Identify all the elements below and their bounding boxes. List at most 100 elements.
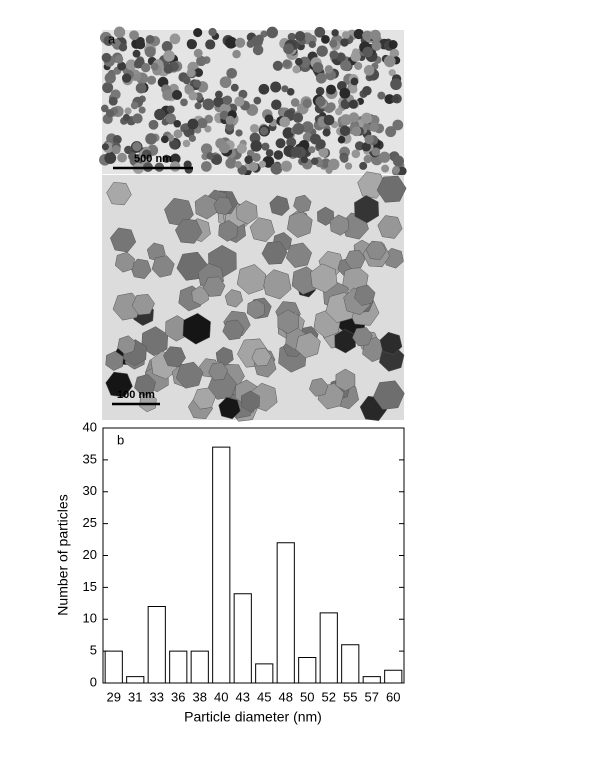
particle — [124, 107, 132, 115]
particle — [381, 164, 390, 173]
particle — [101, 143, 109, 151]
particle — [144, 46, 156, 58]
x-tick-label: 43 — [236, 689, 250, 704]
particle — [117, 335, 136, 355]
particle — [373, 380, 405, 410]
x-tick-label: 52 — [322, 689, 336, 704]
particle — [129, 30, 139, 41]
particle — [128, 152, 137, 161]
particle — [141, 149, 152, 160]
particle — [105, 371, 133, 398]
particle — [175, 218, 203, 244]
bar — [212, 446, 231, 684]
particle — [169, 139, 180, 150]
particle — [354, 284, 376, 306]
particle — [118, 43, 128, 52]
y-tick-label: 5 — [90, 643, 97, 658]
particle — [225, 122, 234, 132]
particle — [272, 60, 283, 71]
bar — [298, 657, 317, 684]
particle — [281, 85, 289, 93]
particle — [230, 83, 239, 92]
particle — [324, 65, 334, 74]
particle — [171, 89, 183, 100]
particle — [340, 114, 352, 126]
particle — [392, 119, 404, 131]
particle — [350, 77, 359, 86]
particle — [290, 146, 302, 158]
particle — [391, 95, 399, 103]
bar — [341, 644, 360, 684]
particle — [339, 125, 351, 137]
particle — [369, 122, 379, 132]
particle — [184, 165, 193, 174]
particle — [163, 346, 186, 368]
particle — [315, 72, 327, 84]
particle — [351, 126, 361, 137]
particle — [335, 368, 356, 392]
particle — [270, 162, 283, 175]
particle — [354, 195, 379, 224]
y-tick-label: 0 — [90, 674, 97, 689]
particle — [113, 26, 126, 38]
particle — [282, 59, 291, 68]
particle — [271, 99, 282, 110]
particle — [259, 126, 269, 136]
particle — [310, 133, 321, 145]
particle — [196, 55, 207, 67]
particle — [336, 52, 346, 62]
scale-bar-label: 100 nm — [117, 389, 155, 401]
particle — [365, 240, 387, 260]
particle — [165, 115, 174, 123]
y-tick-label: 20 — [83, 547, 97, 562]
particle — [340, 59, 352, 72]
particle — [222, 95, 233, 105]
particle — [340, 38, 349, 47]
particle — [261, 142, 270, 151]
particle — [192, 387, 216, 410]
particle — [125, 59, 137, 71]
particle — [106, 182, 132, 206]
particle — [188, 91, 198, 101]
particle — [204, 125, 212, 133]
particle — [162, 89, 174, 101]
particle — [331, 29, 339, 37]
bar — [362, 676, 381, 684]
particle — [328, 158, 340, 171]
particle — [337, 135, 346, 144]
particle — [238, 89, 248, 99]
particle — [186, 39, 197, 50]
particle — [108, 96, 118, 106]
particle — [273, 150, 284, 160]
particle — [187, 118, 199, 130]
particle — [252, 44, 264, 56]
particle — [362, 30, 373, 41]
particle — [114, 251, 135, 273]
y-tick-label: 15 — [83, 579, 97, 594]
particle — [315, 96, 326, 107]
particle — [353, 28, 364, 40]
particle — [322, 128, 331, 137]
particle — [359, 161, 368, 170]
particle — [111, 38, 121, 48]
particle — [279, 116, 291, 128]
panel-label: a — [108, 31, 116, 46]
particle — [326, 84, 337, 95]
particle — [383, 55, 396, 68]
particle — [197, 118, 208, 129]
particle — [203, 276, 226, 297]
particle — [251, 152, 261, 162]
particle — [249, 123, 259, 133]
particle — [329, 39, 338, 48]
particle — [213, 196, 233, 215]
particle — [363, 154, 372, 164]
particle — [235, 37, 246, 48]
particle — [275, 138, 286, 149]
x-tick-label: 57 — [365, 689, 379, 704]
particle — [258, 83, 270, 95]
particle — [341, 31, 350, 40]
x-tick-label: 33 — [150, 689, 164, 704]
particle — [309, 377, 329, 397]
particle — [121, 73, 132, 83]
particle — [132, 113, 143, 124]
